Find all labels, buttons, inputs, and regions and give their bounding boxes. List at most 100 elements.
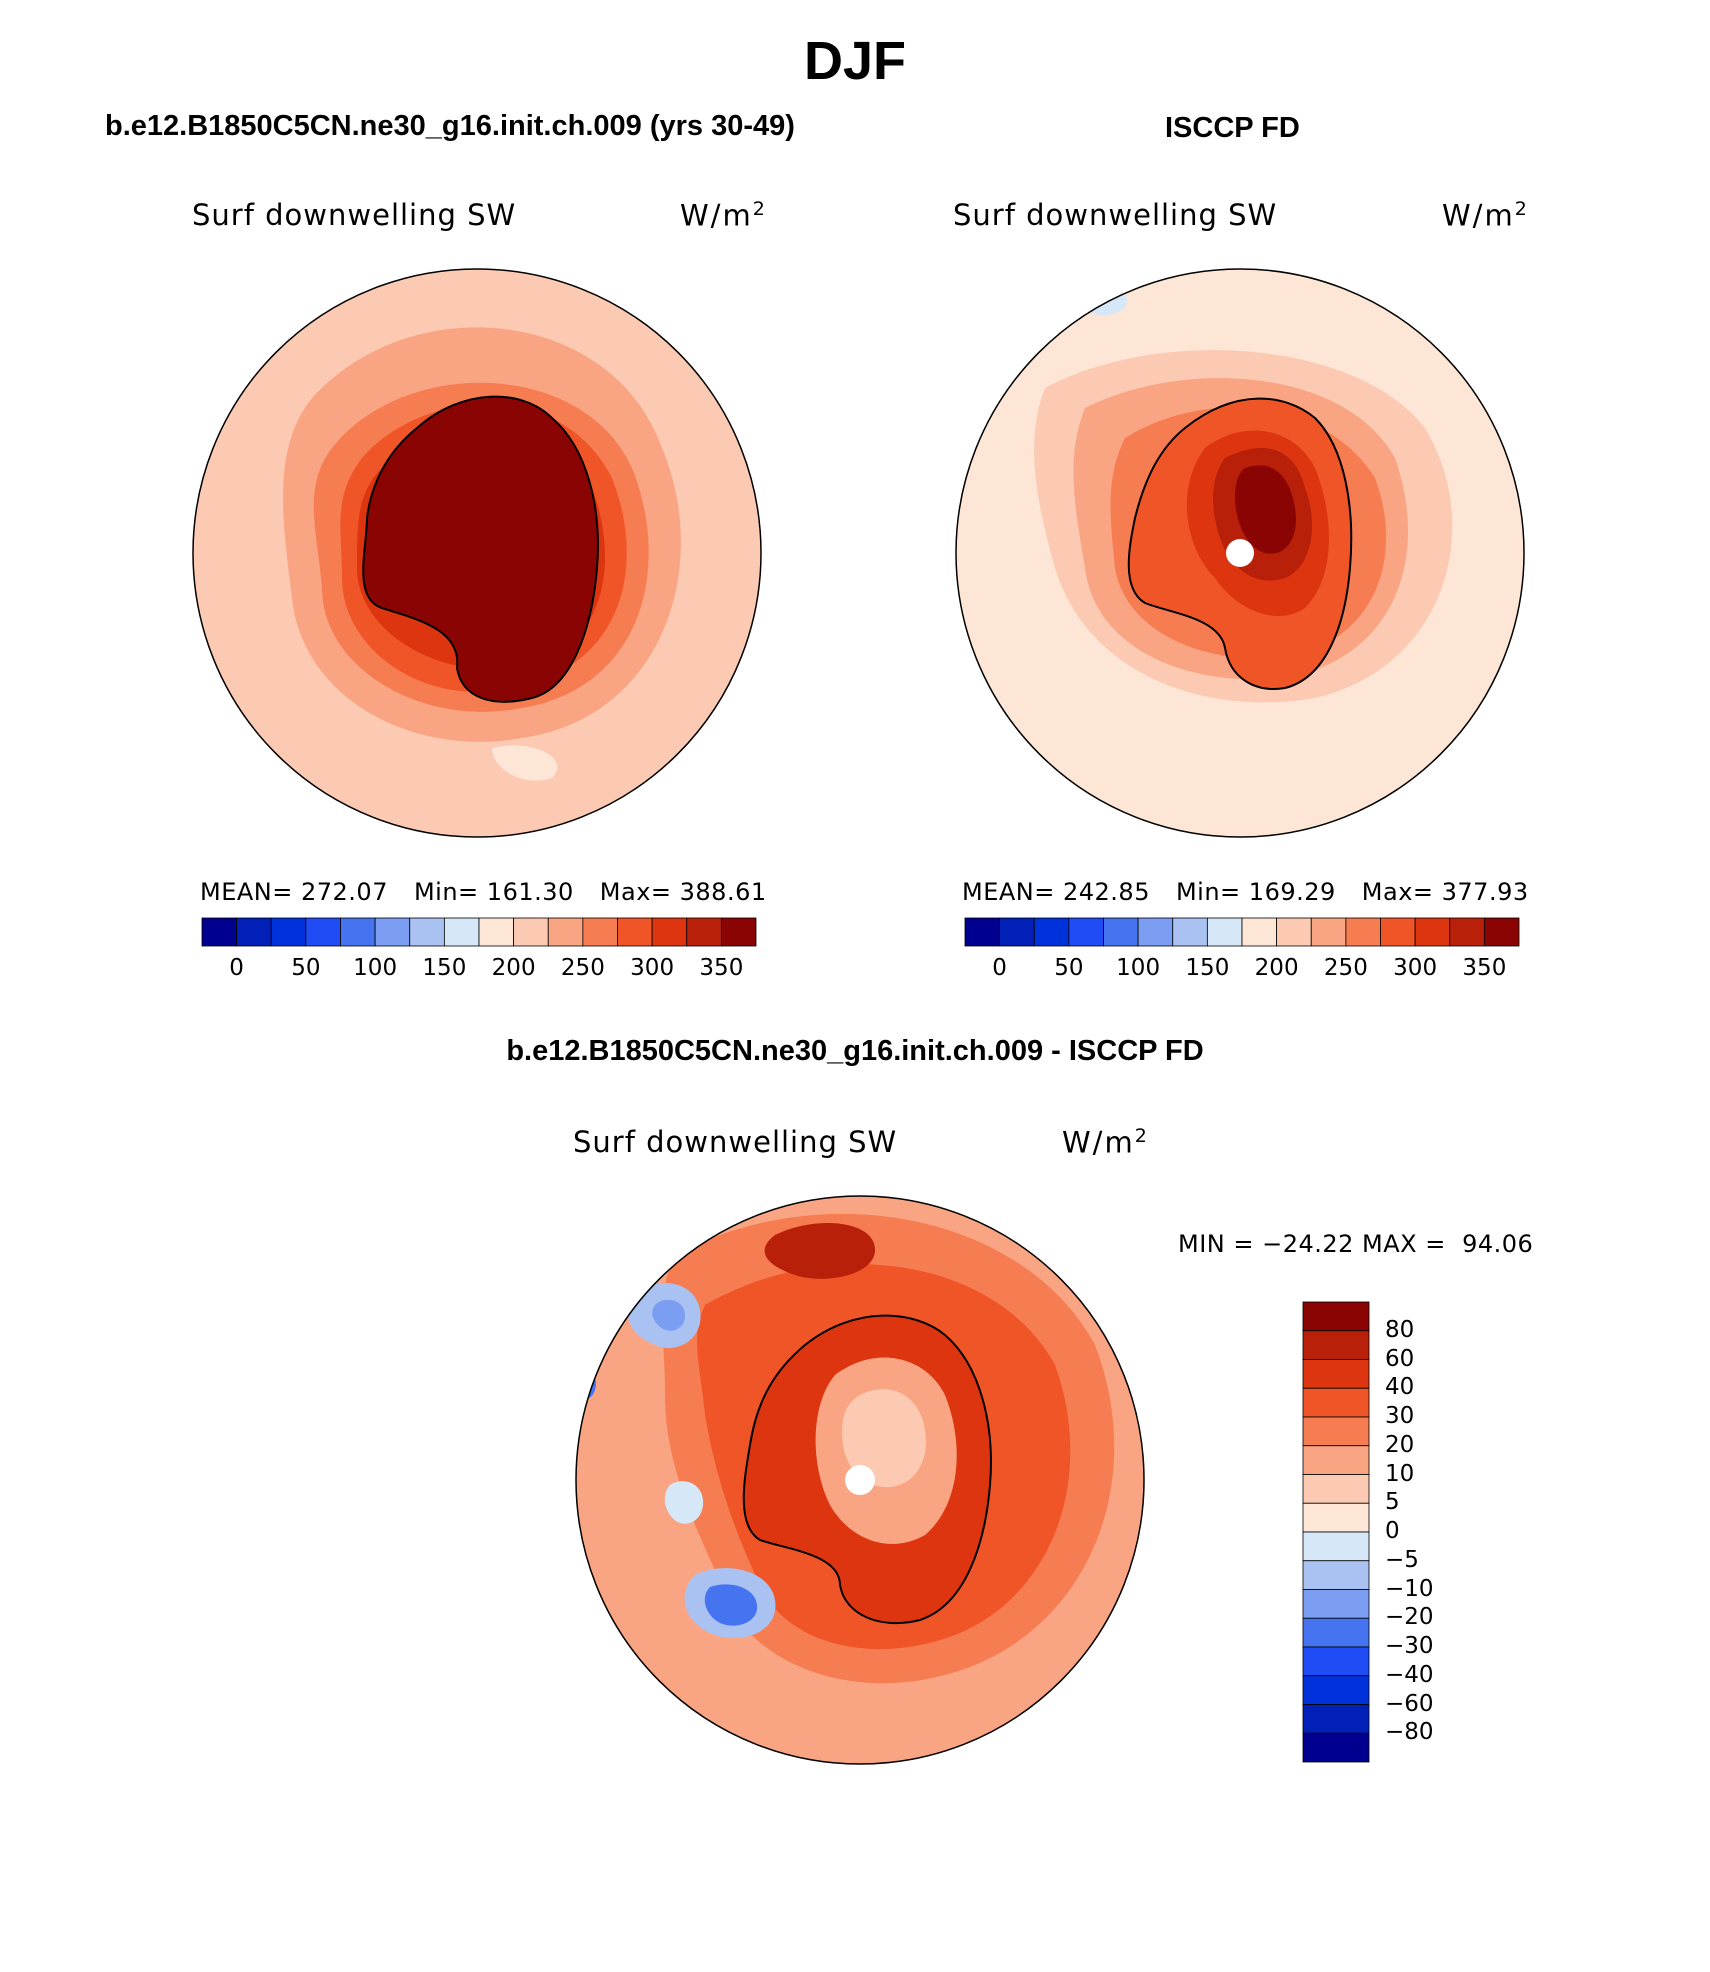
colorbar-swatch: [1483, 917, 1520, 947]
model-max: Max= 388.61: [599, 878, 767, 906]
diff-panel-title: b.e12.B1850C5CN.ne30_g16.init.ch.009 - I…: [506, 1035, 1204, 1067]
colorbar-swatch: [443, 917, 480, 947]
diff-colorbar-labels: 80 60 40 30 20 10 5 0 −5 −10 −20 −30 −40 −60 −80: [1385, 1302, 1465, 1762]
colorbar-swatch: [236, 917, 272, 947]
colorbar-tick-label: 5: [1385, 1489, 1400, 1516]
colorbar-swatch: [1302, 1474, 1370, 1504]
colorbar-tick-label: 30: [1385, 1403, 1415, 1429]
colorbar-swatch: [1302, 1416, 1370, 1447]
colorbar-swatch: [1345, 917, 1381, 947]
colorbar-swatch: [478, 917, 515, 947]
colorbar-swatch: [1172, 917, 1208, 947]
colorbar-tick-label: −60: [1385, 1690, 1434, 1717]
colorbar-swatch: [1033, 917, 1070, 947]
colorbar-swatch: [1137, 917, 1174, 947]
obs-variable-label: Surf downwelling SW: [953, 198, 1278, 232]
model-min: Min= 161.30: [413, 878, 574, 906]
colorbar-swatch: [1302, 1359, 1370, 1389]
colorbar-tick-label: 300: [1393, 955, 1438, 981]
colorbar-swatch: [1414, 917, 1451, 947]
colorbar-tick-label: −20: [1385, 1604, 1434, 1631]
colorbar-tick-label: −30: [1385, 1633, 1434, 1659]
colorbar-tick-label: 0: [1385, 1518, 1400, 1544]
diff-colorbar: [1302, 1301, 1370, 1763]
colorbar-swatch: [1380, 917, 1416, 947]
contour-band-200: [492, 745, 558, 781]
colorbar-swatch: [1302, 1646, 1370, 1677]
colorbar-tick-label: 150: [422, 955, 467, 981]
obs-colorbar: [964, 917, 1520, 947]
obs-colorbar-labels: 0 50 100 150 200 250 300 350: [965, 955, 1519, 985]
model-colorbar-labels: 0 50 100 150 200 250 300 350: [202, 955, 756, 985]
colorbar-swatch: [1302, 1502, 1370, 1533]
colorbar-swatch: [547, 917, 584, 947]
colorbar-swatch: [1302, 1675, 1370, 1705]
obs-units-label: W/m2: [1442, 198, 1529, 233]
colorbar-swatch: [270, 917, 307, 947]
colorbar-tick-label: 0: [229, 955, 244, 981]
colorbar-swatch: [1302, 1531, 1370, 1562]
colorbar-tick-label: 250: [560, 955, 605, 981]
diff-polar-map: [575, 1195, 1145, 1765]
negative-anomaly-patch-3: [664, 1481, 704, 1524]
colorbar-tick-label: −80: [1385, 1719, 1434, 1746]
colorbar-tick-label: 250: [1323, 955, 1368, 981]
pole-hole: [845, 1465, 875, 1495]
colorbar-swatch: [1302, 1560, 1370, 1590]
colorbar-swatch: [305, 917, 341, 947]
colorbar-tick-label: −10: [1385, 1575, 1434, 1602]
model-stats: MEAN= 272.07 Min= 161.30 Max= 388.61: [200, 878, 793, 906]
colorbar-tick-label: 60: [1385, 1345, 1415, 1372]
colorbar-swatch: [1302, 1301, 1370, 1332]
colorbar-swatch: [1449, 917, 1485, 947]
map-boundary: [575, 1195, 1145, 1765]
colorbar-swatch: [1276, 917, 1312, 947]
model-units-label: W/m2: [680, 198, 767, 233]
colorbar-tick-label: −5: [1385, 1546, 1419, 1573]
colorbar-swatch: [1302, 1330, 1370, 1360]
colorbar-tick-label: 100: [1116, 955, 1161, 981]
colorbar-swatch: [617, 917, 653, 947]
colorbar-swatch: [1302, 1445, 1370, 1475]
colorbar-tick-label: 100: [353, 955, 398, 981]
colorbar-tick-label: 200: [491, 955, 536, 981]
contour-band-375: [1235, 465, 1296, 554]
model-variable-label: Surf downwelling SW: [192, 198, 517, 232]
colorbar-swatch: [374, 917, 411, 947]
contour-band-60: [764, 1223, 875, 1279]
colorbar-tick-label: 150: [1185, 955, 1230, 981]
diff-minmax: MIN = −24.22 MAX = 94.06: [1178, 1230, 1534, 1258]
obs-polar-map: [955, 268, 1525, 838]
negative-anomaly-patch-1-core: [652, 1299, 685, 1331]
antarctica-coastline: [362, 395, 599, 703]
obs-mean: MEAN= 242.85: [962, 878, 1150, 906]
colorbar-swatch: [409, 917, 445, 947]
colorbar-swatch: [340, 917, 376, 947]
colorbar-swatch: [1206, 917, 1243, 947]
model-colorbar: [201, 917, 757, 947]
contour-band-5: [842, 1389, 926, 1488]
model-polar-map: [192, 268, 762, 838]
colorbar-swatch: [1068, 917, 1104, 947]
colorbar-swatch: [1310, 917, 1347, 947]
colorbar-tick-label: −40: [1385, 1661, 1434, 1688]
colorbar-tick-label: 20: [1385, 1431, 1415, 1458]
colorbar-swatch: [1302, 1387, 1370, 1418]
colorbar-tick-label: 350: [1462, 955, 1507, 981]
figure-title: DJF: [803, 31, 906, 91]
colorbar-swatch: [1302, 1589, 1370, 1619]
negative-anomaly-patch-2-core: [704, 1584, 758, 1626]
colorbar-swatch: [1302, 1732, 1370, 1763]
map-boundary: [192, 268, 762, 838]
colorbar-swatch: [1302, 1617, 1370, 1648]
colorbar-swatch: [999, 917, 1035, 947]
colorbar-swatch: [651, 917, 688, 947]
colorbar-swatch: [582, 917, 618, 947]
colorbar-tick-label: 0: [992, 955, 1007, 981]
colorbar-tick-label: 200: [1254, 955, 1299, 981]
colorbar-swatch: [1241, 917, 1278, 947]
colorbar-swatch: [201, 917, 238, 947]
colorbar-tick-label: 10: [1385, 1460, 1415, 1487]
colorbar-swatch: [964, 917, 1001, 947]
colorbar-swatch: [1103, 917, 1139, 947]
